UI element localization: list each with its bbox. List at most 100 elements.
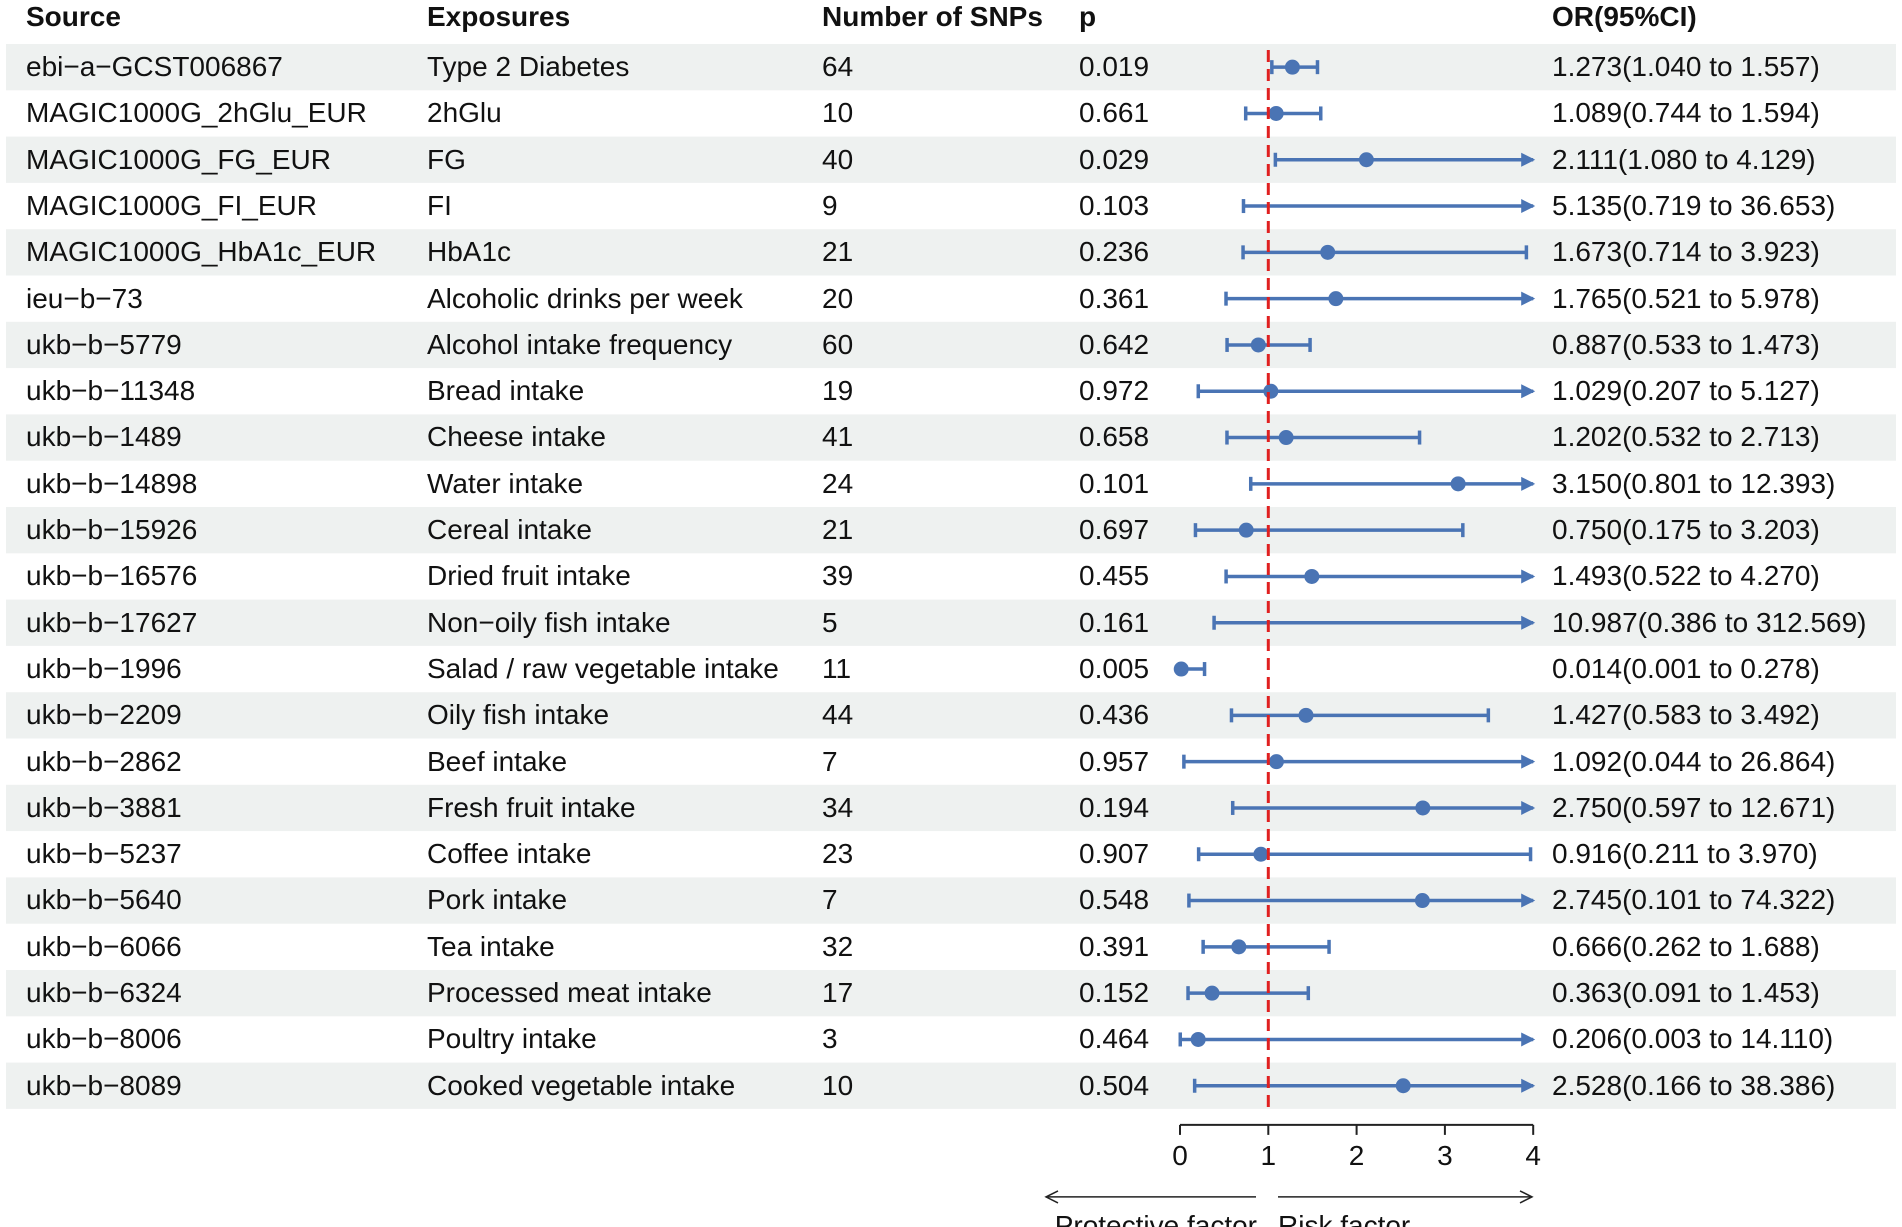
cell-source: ukb−b−5779 bbox=[26, 328, 182, 360]
cell-or-text: 2.111(1.080 to 4.129) bbox=[1552, 143, 1816, 175]
cell-p: 0.658 bbox=[1079, 421, 1150, 453]
row-stripe bbox=[6, 44, 1896, 91]
cell-nsnp: 11 bbox=[822, 652, 852, 684]
cell-p: 0.029 bbox=[1079, 143, 1150, 175]
ci-arrow-right bbox=[1521, 199, 1536, 214]
cell-source: ukb−b−5640 bbox=[26, 884, 182, 916]
or-point bbox=[1395, 1078, 1411, 1094]
cell-or-text: 1.673(0.714 to 3.923) bbox=[1552, 236, 1820, 268]
cell-nsnp: 64 bbox=[822, 51, 854, 82]
cell-nsnp: 10 bbox=[822, 1069, 854, 1101]
cell-or-text: 0.206(0.003 to 14.110) bbox=[1552, 1023, 1834, 1055]
ci-arrow-right bbox=[1521, 893, 1536, 908]
ci-arrow-right bbox=[1521, 754, 1536, 769]
cell-or-text: 0.750(0.175 to 3.203) bbox=[1552, 514, 1820, 545]
cell-nsnp: 9 bbox=[822, 189, 838, 221]
cell-exposure: Processed meat intake bbox=[427, 977, 712, 1008]
or-point bbox=[1284, 59, 1300, 75]
cell-source: MAGIC1000G_FI_EUR bbox=[26, 189, 317, 221]
cell-exposure: Alcohol intake frequency bbox=[427, 328, 733, 360]
or-point bbox=[1204, 985, 1220, 1001]
cell-exposure: Non−oily fish intake bbox=[427, 606, 671, 638]
cell-source: MAGIC1000G_HbA1c_EUR bbox=[26, 236, 377, 268]
cell-or-text: 0.887(0.533 to 1.473) bbox=[1552, 328, 1820, 360]
cell-p: 0.697 bbox=[1079, 514, 1150, 545]
cell-p: 0.161 bbox=[1079, 606, 1150, 638]
cell-p: 0.957 bbox=[1079, 745, 1150, 777]
cell-nsnp: 10 bbox=[822, 97, 854, 129]
cell-p: 0.361 bbox=[1079, 282, 1150, 314]
cell-or-text: 1.089(0.744 to 1.594) bbox=[1552, 97, 1820, 129]
cell-source: ieu−b−73 bbox=[26, 282, 143, 314]
cell-or-text: 1.427(0.583 to 3.492) bbox=[1552, 699, 1820, 731]
cell-or-text: 1.273(1.040 to 1.557) bbox=[1552, 51, 1820, 82]
cell-or-text: 0.666(0.262 to 1.688) bbox=[1552, 930, 1820, 962]
or-point bbox=[1268, 105, 1284, 121]
cell-nsnp: 23 bbox=[822, 838, 854, 870]
x-tick-label: 4 bbox=[1525, 1140, 1541, 1171]
cell-source: ukb−b−1489 bbox=[26, 421, 182, 453]
or-point bbox=[1173, 661, 1189, 677]
cell-source: ukb−b−6324 bbox=[26, 977, 182, 1008]
cell-nsnp: 40 bbox=[822, 143, 854, 175]
cell-or-text: 1.493(0.522 to 4.270) bbox=[1552, 560, 1820, 592]
cell-or-text: 1.765(0.521 to 5.978) bbox=[1552, 282, 1820, 314]
cell-or-text: 1.092(0.044 to 26.864) bbox=[1552, 745, 1836, 777]
header-p: p bbox=[1079, 1, 1097, 32]
or-point bbox=[1358, 152, 1374, 168]
cell-p: 0.436 bbox=[1079, 699, 1150, 731]
cell-exposure: Pork intake bbox=[427, 884, 568, 916]
cell-exposure: Cereal intake bbox=[427, 514, 592, 545]
cell-exposure: Water intake bbox=[427, 467, 584, 499]
cell-nsnp: 7 bbox=[822, 745, 838, 777]
cell-or-text: 2.750(0.597 to 12.671) bbox=[1552, 791, 1836, 823]
cell-or-text: 2.528(0.166 to 38.386) bbox=[1552, 1069, 1836, 1101]
or-point bbox=[1415, 800, 1431, 816]
cell-exposure: Salad / raw vegetable intake bbox=[427, 652, 779, 684]
row-stripe bbox=[6, 414, 1896, 461]
cell-source: ukb−b−11348 bbox=[26, 375, 196, 407]
cell-exposure: Fresh fruit intake bbox=[427, 791, 636, 823]
ci-arrow-right bbox=[1521, 476, 1536, 491]
row-stripe bbox=[6, 321, 1896, 369]
or-point bbox=[1298, 707, 1314, 723]
ci-arrow-right bbox=[1521, 569, 1536, 584]
cell-exposure: Poultry intake bbox=[427, 1023, 597, 1055]
risk-factor-label: Risk factor bbox=[1278, 1210, 1410, 1227]
cell-nsnp: 7 bbox=[822, 884, 838, 916]
or-point bbox=[1238, 522, 1254, 538]
protective-arrowhead bbox=[1044, 1190, 1059, 1204]
cell-or-text: 0.916(0.211 to 3.970) bbox=[1552, 838, 1818, 870]
cell-or-text: 2.745(0.101 to 74.322) bbox=[1552, 884, 1836, 916]
or-point bbox=[1268, 754, 1284, 770]
cell-nsnp: 21 bbox=[822, 514, 854, 545]
or-point bbox=[1190, 1031, 1206, 1047]
cell-exposure: Oily fish intake bbox=[427, 699, 610, 731]
row-stripe bbox=[6, 1062, 1896, 1109]
risk-arrowhead bbox=[1519, 1190, 1534, 1204]
cell-nsnp: 60 bbox=[822, 328, 854, 360]
header-exposures: Exposures bbox=[427, 1, 571, 32]
cell-exposure: HbA1c bbox=[427, 236, 512, 268]
cell-p: 0.101 bbox=[1079, 467, 1150, 499]
cell-p: 0.504 bbox=[1079, 1069, 1150, 1101]
cell-exposure: Cooked vegetable intake bbox=[427, 1069, 736, 1101]
x-tick-label: 1 bbox=[1261, 1140, 1277, 1171]
or-point bbox=[1231, 939, 1247, 955]
cell-p: 0.464 bbox=[1079, 1023, 1150, 1055]
cell-exposure: Dried fruit intake bbox=[427, 560, 631, 592]
row-stripe bbox=[6, 599, 1896, 646]
or-point bbox=[1414, 893, 1430, 909]
cell-p: 0.103 bbox=[1079, 189, 1150, 221]
cell-p: 0.152 bbox=[1079, 977, 1150, 1008]
row-stripe bbox=[6, 136, 1896, 183]
row-stripe bbox=[6, 877, 1896, 924]
cell-exposure: Alcoholic drinks per week bbox=[427, 282, 743, 314]
cell-exposure: 2hGlu bbox=[427, 97, 502, 129]
cell-source: ukb−b−16576 bbox=[26, 560, 198, 592]
or-point bbox=[1250, 337, 1266, 353]
row-stripe bbox=[6, 507, 1896, 554]
cell-exposure: FI bbox=[427, 189, 452, 221]
cell-nsnp: 5 bbox=[822, 606, 838, 638]
